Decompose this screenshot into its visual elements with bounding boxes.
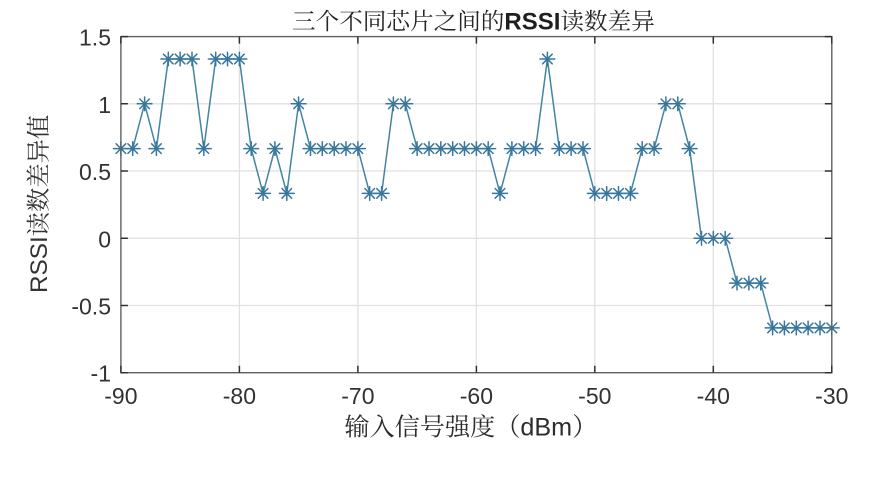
svg-text:-40: -40 xyxy=(697,383,730,409)
svg-text:-1: -1 xyxy=(91,361,111,387)
svg-text:1.5: 1.5 xyxy=(79,25,111,51)
svg-text:0: 0 xyxy=(98,226,111,252)
svg-text:-80: -80 xyxy=(223,383,256,409)
svg-text:-60: -60 xyxy=(460,383,493,409)
svg-text:RSSI: RSSI xyxy=(26,236,53,293)
svg-text:-70: -70 xyxy=(341,383,374,409)
svg-text:1: 1 xyxy=(98,92,111,118)
svg-text:dBm: dBm xyxy=(520,414,572,442)
svg-text:-50: -50 xyxy=(578,383,611,409)
svg-text:-30: -30 xyxy=(815,383,848,409)
svg-text:RSSI: RSSI xyxy=(504,9,560,36)
svg-text:-0.5: -0.5 xyxy=(71,294,111,320)
svg-text:-90: -90 xyxy=(104,383,137,409)
svg-text:0.5: 0.5 xyxy=(79,159,111,185)
